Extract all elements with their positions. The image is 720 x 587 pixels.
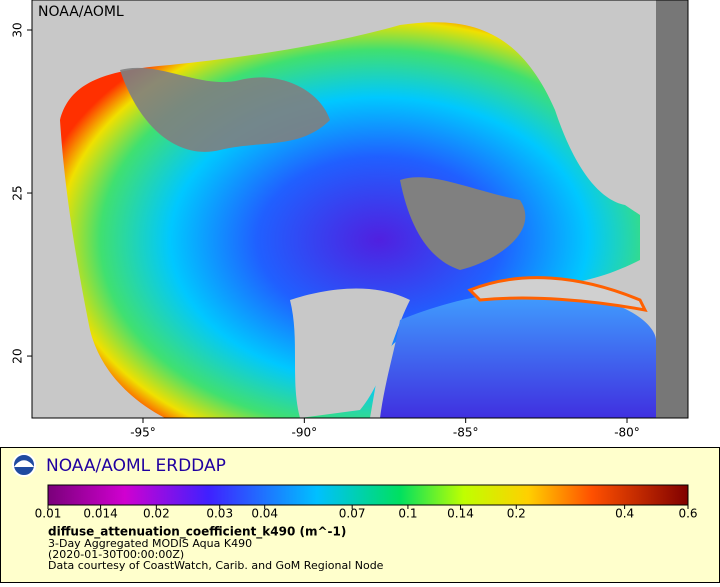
colorbar-tick-label: 0.14 xyxy=(447,507,474,521)
no-data xyxy=(120,67,330,152)
colorbar-tick-label: 0.1 xyxy=(398,507,417,521)
info-line: Data courtesy of CoastWatch, Carib. and … xyxy=(48,559,384,572)
info-line: 3-Day Aggregated MODIS Aqua K490 xyxy=(48,537,252,550)
colorbar-tick-label: 0.01 xyxy=(35,507,62,521)
colorbar-tick-label: 0.02 xyxy=(143,507,170,521)
colorbar-tick-label: 0.2 xyxy=(507,507,526,521)
florida xyxy=(555,0,640,200)
y-tick-label: 20 xyxy=(11,348,25,363)
y-tick-label: 25 xyxy=(11,185,25,200)
map-frame xyxy=(31,0,689,419)
caribbean xyxy=(380,291,656,418)
y-tick-label: 30 xyxy=(11,22,25,37)
colorbar xyxy=(47,484,689,506)
cuba xyxy=(467,276,648,313)
colorbar-tick-label: 0.6 xyxy=(678,507,697,521)
no-data xyxy=(656,0,688,418)
watermark: NOAA/AOML xyxy=(38,4,124,20)
colorbar-tick-label: 0.4 xyxy=(615,507,634,521)
x-tick-label: -95° xyxy=(130,426,156,440)
colorbar-tick-label: 0.014 xyxy=(83,507,117,521)
noaa-logo-bird xyxy=(14,460,34,467)
colorbar-tick-label: 0.03 xyxy=(206,507,233,521)
legend-title: NOAA/AOML ERDDAP xyxy=(46,456,226,476)
info-line: (2020-01-30T00:00:00Z) xyxy=(48,548,184,561)
legend-panel xyxy=(0,447,720,583)
colorbar-tick-label: 0.07 xyxy=(339,507,366,521)
colorbar-tick-label: 0.04 xyxy=(251,507,278,521)
x-tick-label: -80° xyxy=(614,426,640,440)
variable-name: diffuse_attenuation_coefficient_k490 (m^… xyxy=(48,525,346,540)
x-tick-label: -85° xyxy=(453,426,479,440)
no-data xyxy=(400,177,526,270)
yucatan xyxy=(290,288,410,418)
x-tick-label: -90° xyxy=(292,426,318,440)
